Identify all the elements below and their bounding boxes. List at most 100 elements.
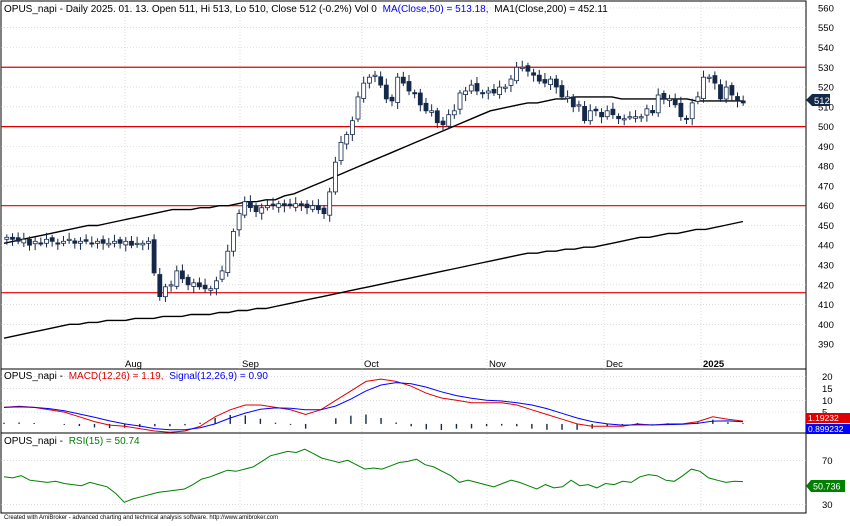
candle-body (230, 230, 236, 252)
candle-body (570, 96, 576, 108)
footer-credit: Created with AmiBroker - advanced charti… (4, 515, 278, 521)
svg-text:0.899232: 0.899232 (808, 424, 844, 434)
candle-body (78, 240, 83, 244)
candle-body (89, 242, 95, 245)
axes: 390 400 410 420 430 440 450 460 470 480 490 500 510 5… (818, 3, 834, 511)
candle-body (599, 112, 604, 118)
candle-body (463, 90, 469, 95)
candle-body (468, 84, 474, 92)
candle-body (695, 96, 701, 102)
candle-body (253, 205, 259, 213)
candle-body (678, 102, 684, 118)
candle-body (146, 240, 151, 244)
price-pane[interactable] (0, 0, 807, 370)
macd-value-badge: 1.19232 (806, 413, 850, 423)
candle-body (735, 96, 740, 102)
candle-body (281, 203, 287, 207)
candle-body (236, 213, 242, 231)
candle-body (21, 238, 27, 244)
price-y-tick: 490 (818, 142, 834, 153)
candle-body (451, 110, 457, 116)
price-y-tick: 480 (818, 162, 834, 173)
price-y-tick: 500 (818, 122, 834, 133)
candle-body (446, 114, 452, 127)
rsi-y-tick: 30 (822, 500, 833, 511)
candle-body (213, 280, 219, 290)
candle-body (689, 102, 695, 120)
x-label-aug: Aug (125, 359, 142, 370)
candle-body (525, 65, 531, 72)
candle-body (327, 191, 333, 216)
candle-body (740, 100, 746, 104)
candle-body (621, 118, 627, 121)
macd-lines (3, 378, 744, 433)
candle-body (661, 93, 667, 100)
price-y-tick: 440 (818, 241, 834, 252)
candle-body (191, 282, 197, 287)
price-y-tick: 530 (818, 63, 834, 74)
x-label-oct: Oct (364, 359, 379, 370)
candle-body (576, 104, 582, 107)
candle-body (553, 78, 559, 88)
candle-body (15, 237, 21, 242)
candle-body (315, 205, 321, 211)
candle-body (151, 239, 157, 274)
candle-body (259, 207, 265, 214)
candle-body (610, 108, 616, 116)
x-label-nov: Nov (489, 359, 506, 370)
candle-body (701, 76, 706, 99)
svg-text:1.19232: 1.19232 (808, 413, 839, 423)
rsi-pane[interactable] (0, 432, 807, 514)
candle-body (729, 85, 735, 96)
candle-body (582, 106, 587, 122)
candle-body (474, 83, 480, 92)
candle-body (174, 270, 180, 287)
candle-body (208, 288, 214, 291)
x-label-sep: Sep (242, 359, 259, 370)
macd-pane[interactable] (0, 368, 807, 434)
candle-body (355, 96, 361, 120)
candle-body (44, 238, 49, 244)
price-y-tick: 400 (818, 320, 834, 331)
macd-line (3, 378, 744, 433)
moving-averages (3, 96, 744, 339)
candle-body (361, 82, 367, 99)
candle-body (712, 75, 718, 84)
ma200-line (3, 220, 744, 339)
candle-body (508, 78, 514, 86)
candle-body (417, 92, 423, 106)
candle-body (157, 274, 163, 298)
candle-body (519, 66, 525, 69)
candle-body (638, 116, 644, 119)
ma50-line (3, 96, 743, 244)
candle-body (162, 286, 168, 298)
candle-body (287, 203, 293, 207)
price-y-tick: 510 (818, 102, 834, 113)
candle-body (55, 242, 61, 245)
candle-body (293, 203, 299, 208)
candle-body (202, 284, 208, 290)
x-label-dec: Dec (606, 359, 623, 370)
candle-body (129, 240, 134, 246)
support-resistance-lines (1, 66, 806, 294)
candle-body (225, 250, 231, 273)
candle-body (542, 79, 548, 84)
candle-body (134, 242, 140, 245)
candle-body (400, 76, 406, 84)
candle-body (298, 203, 304, 207)
price-y-tick: 410 (818, 300, 834, 311)
candle-body (349, 120, 355, 135)
candle-body (179, 270, 185, 280)
candlesticks (4, 60, 746, 302)
candle-body (429, 110, 435, 113)
candle-body (270, 203, 276, 207)
candle-body (66, 238, 72, 241)
candle-body (531, 72, 536, 76)
candle-body (196, 282, 202, 288)
candle-body (100, 239, 106, 244)
candle-body (344, 134, 350, 145)
candle-body (338, 141, 344, 161)
candle-body (304, 203, 310, 209)
candle-body (644, 108, 650, 116)
